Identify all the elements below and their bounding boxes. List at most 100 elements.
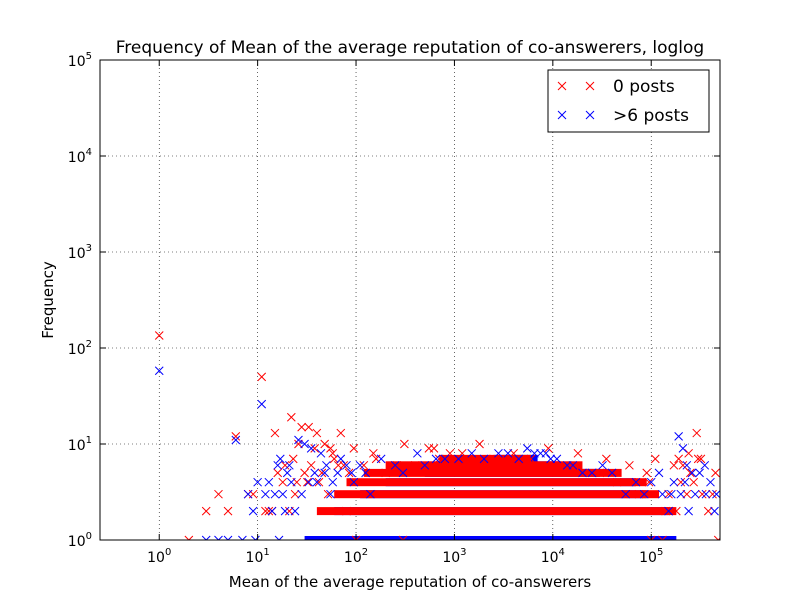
point-0-posts	[336, 428, 346, 438]
point-6-posts	[284, 460, 294, 470]
point-6-posts	[267, 506, 277, 516]
point-6-posts	[503, 448, 513, 458]
point-0-posts	[359, 460, 369, 470]
point-6-posts	[440, 454, 450, 464]
dense-marker-band	[304, 536, 677, 540]
point-0-posts	[457, 448, 467, 458]
point-6-posts	[680, 477, 690, 487]
data-points	[154, 331, 720, 540]
point-0-posts	[317, 468, 327, 478]
point-6-posts	[376, 454, 386, 464]
point-0-posts	[349, 444, 359, 453]
point-6-posts	[541, 448, 551, 458]
point-0-posts	[650, 454, 660, 464]
point-6-posts	[666, 489, 676, 499]
point-6-posts	[274, 535, 284, 540]
point-6-posts	[223, 535, 233, 540]
point-0-posts	[278, 477, 288, 487]
point-0-posts	[671, 506, 681, 516]
point-0-posts	[339, 460, 349, 470]
point-6-posts	[312, 477, 322, 487]
point-6-posts	[320, 468, 330, 478]
point-6-posts	[690, 489, 700, 499]
point-0-posts	[689, 477, 699, 487]
point-6-posts	[530, 448, 539, 458]
point-6-posts	[494, 448, 503, 458]
point-0-posts	[294, 439, 303, 449]
x-tick-label: 103	[442, 547, 466, 566]
dense-marker-band	[385, 461, 583, 470]
point-6-posts	[154, 366, 164, 376]
point-0-posts	[323, 489, 333, 499]
point-6-posts	[695, 468, 704, 478]
point-6-posts	[420, 460, 430, 470]
point-0-posts	[674, 454, 684, 464]
point-0-posts	[686, 468, 695, 478]
point-6-posts	[621, 489, 631, 499]
plot-area	[154, 331, 720, 540]
point-6-posts	[701, 489, 711, 499]
point-0-posts	[342, 506, 351, 516]
point-6-posts	[684, 506, 693, 516]
point-6-posts	[514, 454, 524, 464]
y-tick-label: 102	[68, 339, 92, 358]
point-0-posts	[257, 372, 267, 382]
legend-marker-0-posts	[557, 81, 595, 91]
point-6-posts	[552, 454, 562, 464]
point-0-posts	[658, 535, 667, 540]
point-0-posts	[201, 506, 211, 516]
point-6-posts	[231, 435, 241, 445]
point-0-posts	[708, 489, 717, 499]
point-0-posts	[646, 535, 656, 540]
point-0-posts	[398, 535, 408, 540]
y-tick-label: 103	[68, 243, 92, 262]
point-6-posts	[304, 477, 314, 487]
point-6-posts	[347, 468, 356, 478]
point-6-posts	[587, 468, 597, 478]
point-6-posts	[342, 460, 351, 470]
point-6-posts	[273, 460, 283, 470]
point-6-posts	[280, 506, 290, 516]
point-0-posts	[669, 460, 679, 470]
legend: 0 posts >6 posts	[547, 69, 710, 133]
point-0-posts	[642, 468, 652, 478]
point-6-posts	[328, 477, 338, 487]
point-0-posts	[692, 428, 702, 438]
point-6-posts	[270, 489, 280, 499]
point-6-posts	[297, 489, 306, 499]
point-6-posts	[282, 468, 292, 478]
point-6-posts	[413, 448, 422, 458]
point-6-posts	[467, 448, 477, 458]
point-0-posts	[595, 468, 605, 478]
legend-marker-6-posts	[557, 110, 595, 120]
point-0-posts	[713, 535, 720, 540]
point-0-posts	[703, 506, 713, 516]
point-0-posts	[264, 506, 274, 516]
point-6-posts	[243, 489, 253, 499]
point-6-posts	[349, 477, 359, 487]
point-6-posts	[355, 460, 365, 470]
point-6-posts	[479, 454, 489, 464]
point-0-posts	[300, 468, 309, 478]
point-6-posts	[454, 454, 463, 464]
point-6-posts	[286, 477, 296, 487]
point-0-posts	[302, 477, 312, 487]
point-0-posts	[314, 477, 324, 487]
point-0-posts	[392, 460, 402, 470]
point-6-posts	[710, 506, 719, 516]
point-6-posts	[300, 439, 309, 449]
point-6-posts	[333, 468, 342, 478]
point-6-posts	[326, 489, 335, 499]
point-0-posts	[261, 506, 270, 516]
point-0-posts	[290, 489, 300, 499]
point-6-posts	[682, 460, 692, 470]
legend-label-6-posts: >6 posts	[613, 106, 689, 126]
point-0-posts	[273, 468, 283, 478]
point-6-posts	[294, 435, 303, 445]
dense-points	[304, 454, 677, 540]
point-0-posts	[664, 489, 673, 499]
point-0-posts	[231, 432, 241, 441]
x-tick-label: 104	[541, 547, 565, 566]
x-tick-label: 102	[344, 547, 368, 566]
